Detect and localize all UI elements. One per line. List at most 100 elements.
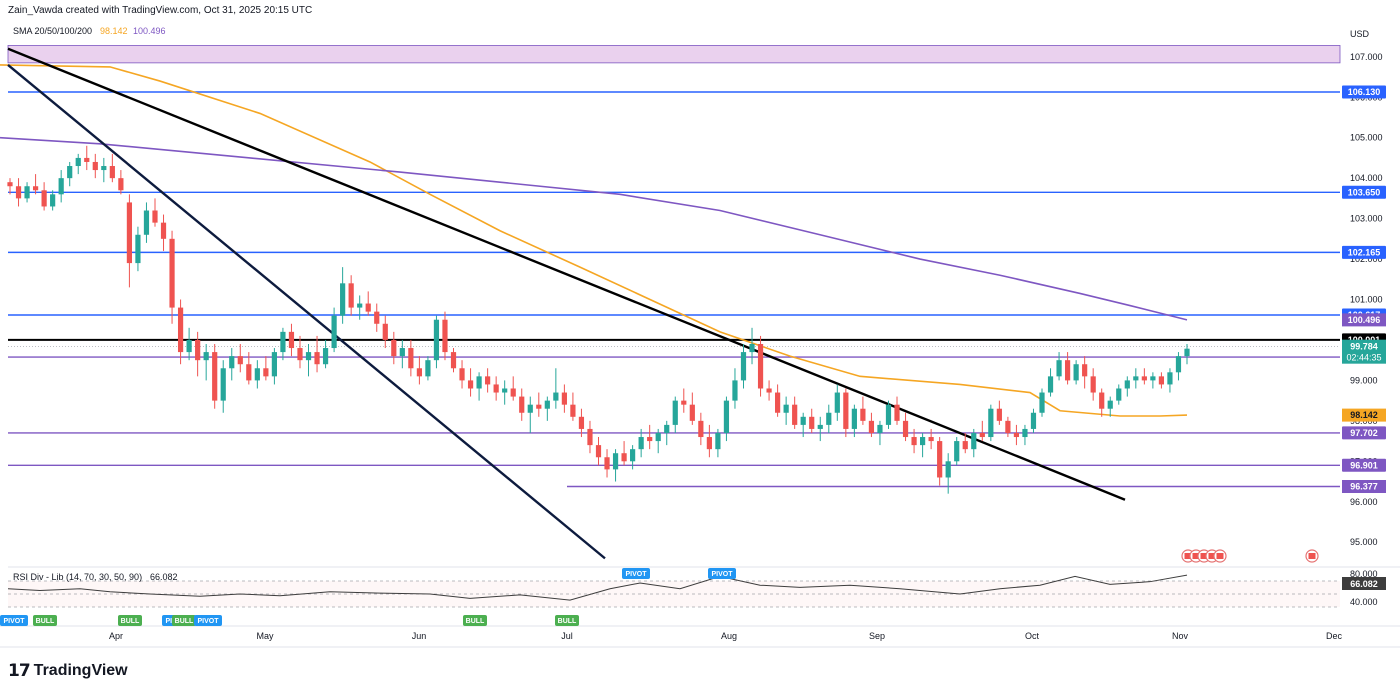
candle-body [391,339,397,357]
candle-body [67,166,73,179]
candle-body [1158,376,1165,385]
candle-body [570,404,576,417]
candle-body [911,437,917,446]
event-icons[interactable] [1181,549,1319,563]
candle-body [612,453,619,470]
pivot-signal-label: PIVOT [3,618,25,625]
candle-body [740,352,747,381]
candle-body [834,392,840,413]
price-tick-label: 105.000 [1350,133,1383,143]
candle-body [561,392,567,405]
candle-body [971,432,977,450]
time-axis[interactable]: Apr May Jun Jul Aug Sep Oct Nov Dec [109,631,1343,641]
bull-signal-badge [172,615,196,626]
horizontal-levels [8,91,1340,488]
rsi-pane: PIVOTBULLBULLPIVOTBULLPIVOTBULLBULLPIVOT… [0,568,1340,626]
candle-body [229,356,235,369]
grid-layer [0,566,1400,648]
candle-body [587,428,593,446]
time-axis-label: Nov [1172,631,1189,641]
sma-tag-label: 98.142 [1350,410,1378,420]
sma-legend-label: SMA 20/50/100/200 [13,26,92,36]
rsi-legend-label: RSI Div - Lib (14, 70, 30, 50, 90) [13,572,142,582]
candle-body [152,210,158,223]
price-tick-label: 104.000 [1350,173,1383,183]
candle-body [1175,356,1182,373]
price-scale[interactable]: 96.00097.00098.00099.000100.000101.00010… [1350,52,1383,607]
tradingview-logo-text: TradingView [33,662,128,679]
candle-body [186,339,192,353]
candle-body [1090,376,1096,393]
candle-body [1022,428,1028,438]
rsi-tick-label: 80.000 [1350,569,1378,579]
candles [7,145,1190,494]
candle-body [1107,400,1113,409]
time-axis-label: Jun [412,631,427,641]
sma50-line [0,64,1188,417]
candle-body [928,437,934,442]
candle-body [536,404,542,409]
candle-body [1082,364,1088,377]
candle-body [143,210,150,235]
candle-body [314,352,320,365]
candle-body [212,352,218,401]
candle-body [305,352,312,361]
candle-body [553,392,559,401]
price-tick-label: 103.000 [1350,214,1383,224]
candle-body [510,388,516,397]
bull-signal-badge [33,615,57,626]
pivot-signal-label: PIVOT [197,618,219,625]
candle-body [638,437,644,450]
candle-body [544,400,550,409]
candle-body [775,392,781,413]
candle-body [416,368,422,377]
candle-body [408,348,414,369]
bull-signal-label: BULL [558,618,577,625]
candle-body [630,449,636,462]
candle-body [672,400,678,425]
candle-body [348,283,354,308]
candle-body [783,404,789,413]
candle-body [7,182,13,187]
trendline [7,63,606,560]
pivot-signal-badge [622,568,650,579]
candle-body [1039,392,1045,413]
price-tick-label: 107.000 [1350,52,1383,62]
candle-body [1133,376,1139,381]
candle-body [792,404,798,425]
candle-body [664,424,670,433]
candle-body [689,404,695,421]
us-flag-stripe-icon [1308,553,1316,559]
level-tag-bg [1342,85,1386,99]
candle-body [647,437,653,442]
candle-body [246,364,252,381]
currency-label[interactable]: USD [1350,29,1370,39]
candle-body [1124,380,1130,389]
sma-tag-label: 100.496 [1348,315,1381,325]
candle-body [41,190,47,207]
candle-body [177,307,184,353]
candle-body [706,437,712,450]
candle-body [519,396,525,413]
candle-body [578,416,585,429]
candle-body [237,356,243,365]
pivot-signal-badge [0,615,28,626]
candle-body [681,400,687,405]
resistance-zone-rect [7,45,1341,64]
level-tag-label: 106.130 [1348,87,1381,97]
sma-lines [0,64,1188,417]
us-flag-stripe-icon [1216,553,1224,559]
candle-body [135,234,141,264]
us-flag-stripe-icon [1208,553,1216,559]
candle-body [937,441,943,478]
tradingview-logo[interactable]: 17 TradingView [8,660,128,682]
candle-body [485,376,491,385]
candle-body [322,348,329,365]
candle-body [169,238,175,308]
sma50-legend-value: 98.142 [100,26,128,36]
price-tick-label: 99.000 [1350,375,1378,385]
rsi-tick-label: 40.000 [1350,597,1378,607]
pivot-signal-badge [194,615,222,626]
candle-body [357,303,363,308]
